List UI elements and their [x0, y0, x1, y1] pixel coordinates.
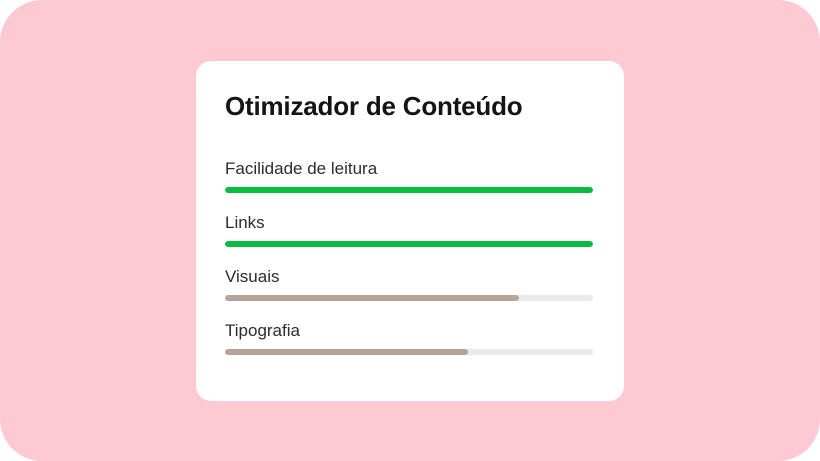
progress-fill: [225, 349, 468, 355]
metric-label: Facilidade de leitura: [225, 159, 378, 178]
metric-label: Tipografia: [225, 321, 300, 340]
progress-track: [225, 187, 593, 193]
progress-fill: [225, 241, 593, 247]
progress-track: [225, 241, 593, 247]
page-title: Otimizador de Conteúdo: [225, 91, 523, 121]
content-optimizer-card: Otimizador de Conteúdo Facilidade de lei…: [196, 61, 624, 401]
progress-track: [225, 295, 593, 301]
progress-fill: [225, 295, 520, 301]
metric-list: Facilidade de leitura Links Visuais Tipo…: [225, 158, 593, 374]
metric-row-facilidade-de-leitura[interactable]: Facilidade de leitura: [225, 158, 593, 212]
metric-label: Links: [225, 213, 265, 232]
metric-label: Visuais: [225, 267, 280, 286]
metric-row-tipografia[interactable]: Tipografia: [225, 320, 593, 374]
metric-row-visuais[interactable]: Visuais: [225, 266, 593, 320]
progress-fill: [225, 187, 593, 193]
progress-track: [225, 349, 593, 355]
metric-row-links[interactable]: Links: [225, 212, 593, 266]
